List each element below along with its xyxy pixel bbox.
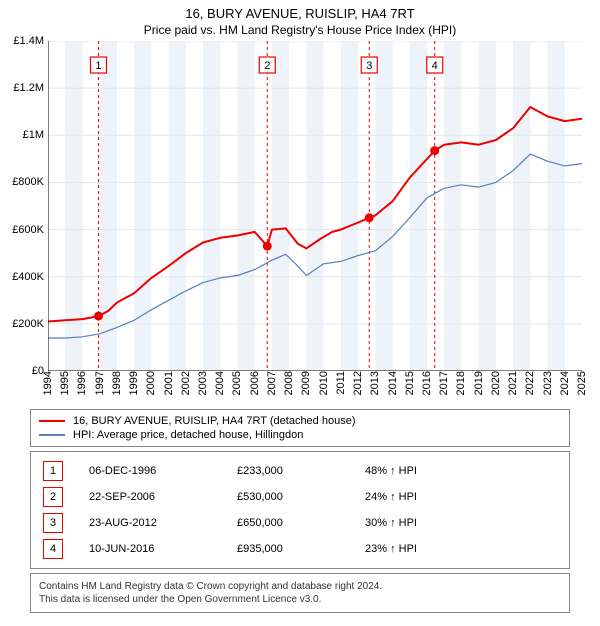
price-chart: 1 2 3 4 xyxy=(48,41,582,371)
footer-box: Contains HM Land Registry data © Crown c… xyxy=(30,573,570,613)
legend-label-red: 16, BURY AVENUE, RUISLIP, HA4 7RT (detac… xyxy=(73,415,356,427)
year-band xyxy=(341,41,358,371)
sale-marker-dot xyxy=(365,213,374,222)
sale-row-pct: 24% ↑ HPI xyxy=(361,484,561,510)
x-tick-label: 1998 xyxy=(111,371,123,395)
sale-row: 2 22-SEP-2006£530,00024% ↑ HPI xyxy=(39,484,561,510)
x-tick-label: 2014 xyxy=(387,371,399,395)
sale-row-price: £530,000 xyxy=(233,484,361,510)
x-tick-label: 1994 xyxy=(42,371,54,395)
sale-row-price: £650,000 xyxy=(233,510,361,536)
year-band xyxy=(306,41,323,371)
sale-marker-dot xyxy=(94,312,103,321)
sale-row: 4 10-JUN-2016£935,00023% ↑ HPI xyxy=(39,536,561,562)
page-title: 16, BURY AVENUE, RUISLIP, HA4 7RT xyxy=(0,6,600,21)
y-axis-labels: £0£200K£400K£600K£800K£1M£1.2M£1.4M xyxy=(4,41,44,371)
sale-marker-num: 1 xyxy=(95,60,101,72)
sale-row: 1 06-DEC-1996£233,00048% ↑ HPI xyxy=(39,458,561,484)
x-tick-label: 2004 xyxy=(214,371,226,395)
x-tick-label: 2010 xyxy=(318,371,330,395)
sale-marker-num: 4 xyxy=(432,60,438,72)
x-tick-label: 2020 xyxy=(490,371,502,395)
sale-row-date: 22-SEP-2006 xyxy=(85,484,233,510)
x-tick-label: 2005 xyxy=(231,371,243,395)
x-tick-label: 2002 xyxy=(180,371,192,395)
x-tick-label: 1995 xyxy=(59,371,71,395)
x-tick-label: 2013 xyxy=(369,371,381,395)
x-tick-label: 2008 xyxy=(283,371,295,395)
x-tick-label: 2022 xyxy=(524,371,536,395)
year-band xyxy=(444,41,461,371)
sale-row-date: 06-DEC-1996 xyxy=(85,458,233,484)
year-band xyxy=(272,41,289,371)
y-tick-label: £1.2M xyxy=(13,82,44,94)
year-band xyxy=(203,41,220,371)
x-tick-label: 1999 xyxy=(128,371,140,395)
year-band xyxy=(100,41,117,371)
x-tick-label: 2021 xyxy=(507,371,519,395)
year-band xyxy=(375,41,392,371)
x-tick-label: 2023 xyxy=(542,371,554,395)
y-tick-label: £200K xyxy=(12,318,44,330)
legend-row-red: 16, BURY AVENUE, RUISLIP, HA4 7RT (detac… xyxy=(39,414,561,428)
footer-line-1: Contains HM Land Registry data © Crown c… xyxy=(39,580,561,593)
sale-marker-num: 3 xyxy=(366,60,372,72)
x-tick-label: 2006 xyxy=(249,371,261,395)
legend-swatch-blue xyxy=(39,434,65,436)
sale-row-price: £233,000 xyxy=(233,458,361,484)
legend-row-blue: HPI: Average price, detached house, Hill… xyxy=(39,428,561,442)
year-band xyxy=(134,41,151,371)
sale-row: 3 23-AUG-2012£650,00030% ↑ HPI xyxy=(39,510,561,536)
y-tick-label: £1M xyxy=(23,129,44,141)
legend-box: 16, BURY AVENUE, RUISLIP, HA4 7RT (detac… xyxy=(30,409,570,447)
year-band xyxy=(237,41,254,371)
y-tick-label: £800K xyxy=(12,176,44,188)
sale-marker-num: 2 xyxy=(264,60,270,72)
x-tick-label: 2017 xyxy=(438,371,450,395)
x-tick-label: 2016 xyxy=(421,371,433,395)
x-tick-label: 2009 xyxy=(300,371,312,395)
x-axis-labels: 1994199519961997199819992000200120022003… xyxy=(48,371,582,405)
sale-marker-dot xyxy=(430,146,439,155)
x-tick-label: 2025 xyxy=(576,371,588,395)
x-tick-label: 2015 xyxy=(404,371,416,395)
sale-row-marker: 1 xyxy=(43,461,63,481)
page-subtitle: Price paid vs. HM Land Registry's House … xyxy=(0,23,600,37)
x-tick-label: 2024 xyxy=(559,371,571,395)
sale-row-marker: 2 xyxy=(43,487,63,507)
x-tick-label: 2007 xyxy=(266,371,278,395)
x-tick-label: 2003 xyxy=(197,371,209,395)
sale-row-price: £935,000 xyxy=(233,536,361,562)
x-tick-label: 2001 xyxy=(163,371,175,395)
x-tick-label: 2012 xyxy=(352,371,364,395)
sale-row-marker: 3 xyxy=(43,513,63,533)
year-band xyxy=(513,41,530,371)
sale-row-date: 23-AUG-2012 xyxy=(85,510,233,536)
sales-table: 1 06-DEC-1996£233,00048% ↑ HPI 2 22-SEP-200… xyxy=(30,451,570,569)
year-band xyxy=(479,41,496,371)
x-tick-label: 2018 xyxy=(455,371,467,395)
sale-row-pct: 30% ↑ HPI xyxy=(361,510,561,536)
year-band xyxy=(65,41,82,371)
sale-row-marker: 4 xyxy=(43,539,63,559)
sale-row-pct: 23% ↑ HPI xyxy=(361,536,561,562)
footer-line-2: This data is licensed under the Open Gov… xyxy=(39,593,561,606)
sale-row-pct: 48% ↑ HPI xyxy=(361,458,561,484)
legend-label-blue: HPI: Average price, detached house, Hill… xyxy=(73,429,303,441)
sale-row-date: 10-JUN-2016 xyxy=(85,536,233,562)
chart-area: £0£200K£400K£600K£800K£1M£1.2M£1.4M 1234 xyxy=(48,41,582,371)
y-tick-label: £400K xyxy=(12,271,44,283)
x-tick-label: 2000 xyxy=(145,371,157,395)
x-tick-label: 1997 xyxy=(94,371,106,395)
x-tick-label: 2011 xyxy=(335,371,347,395)
legend-swatch-red xyxy=(39,420,65,422)
y-tick-label: £1.4M xyxy=(13,35,44,47)
x-tick-label: 2019 xyxy=(473,371,485,395)
sale-marker-dot xyxy=(263,242,272,251)
x-tick-label: 1996 xyxy=(76,371,88,395)
y-tick-label: £600K xyxy=(12,224,44,236)
year-band xyxy=(410,41,427,371)
year-band xyxy=(548,41,565,371)
year-band xyxy=(169,41,186,371)
